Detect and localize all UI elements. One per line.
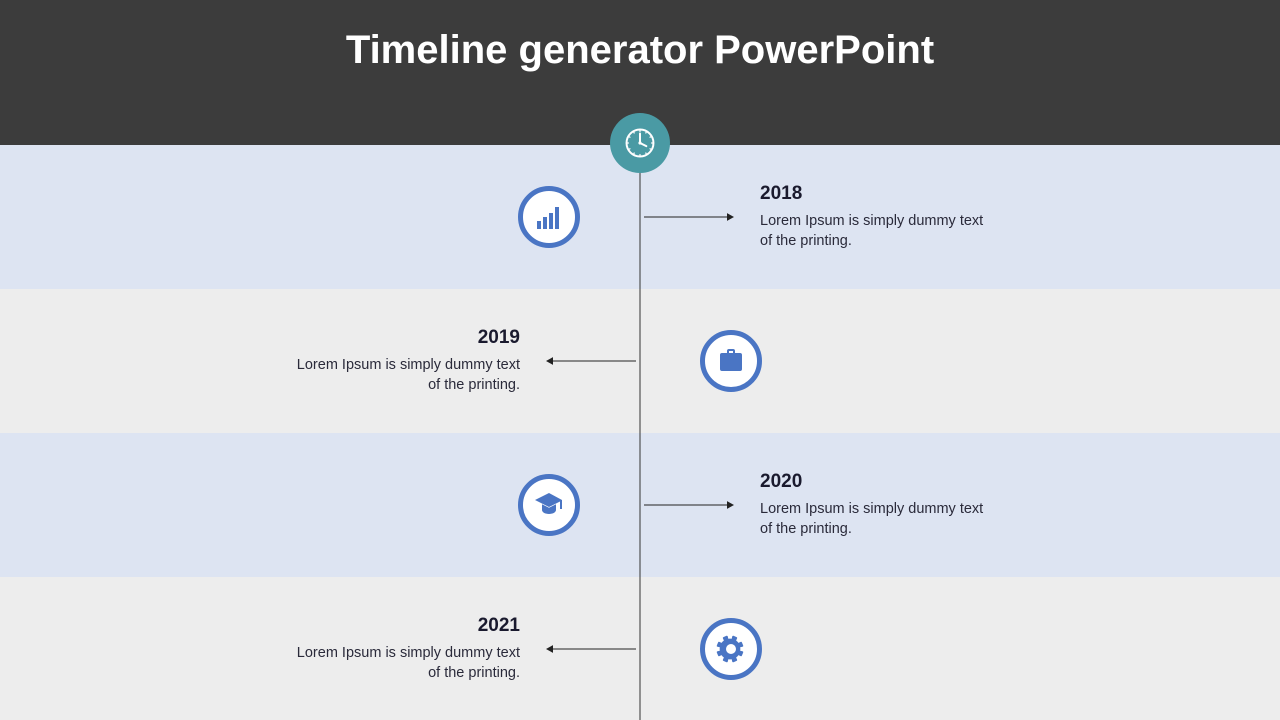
timeline-text: 2021 Lorem Ipsum is simply dummy text of … <box>290 615 520 684</box>
arrow-left <box>546 354 636 368</box>
timeline-year: 2019 <box>290 327 520 349</box>
timeline-year: 2021 <box>290 615 520 637</box>
arrow-left <box>546 642 636 656</box>
clock-icon <box>610 113 670 173</box>
timeline-row: 2021 Lorem Ipsum is simply dummy text of … <box>0 577 1280 720</box>
timeline-row: 2019 Lorem Ipsum is simply dummy text of … <box>0 289 1280 433</box>
timeline-text: 2018 Lorem Ipsum is simply dummy text of … <box>760 183 990 252</box>
arrow-right <box>644 210 734 224</box>
arrow-right <box>644 498 734 512</box>
timeline-rows: 2018 Lorem Ipsum is simply dummy text of … <box>0 145 1280 720</box>
timeline-desc: Lorem Ipsum is simply dummy text of the … <box>290 355 520 396</box>
timeline-text: 2020 Lorem Ipsum is simply dummy text of … <box>760 471 990 540</box>
timeline-desc: Lorem Ipsum is simply dummy text of the … <box>290 643 520 684</box>
gear-icon <box>700 618 762 680</box>
timeline-text: 2019 Lorem Ipsum is simply dummy text of … <box>290 327 520 396</box>
page-title: Timeline generator PowerPoint <box>0 28 1280 73</box>
briefcase-icon <box>700 330 762 392</box>
timeline-desc: Lorem Ipsum is simply dummy text of the … <box>760 499 990 540</box>
timeline-year: 2018 <box>760 183 990 205</box>
chart-icon <box>518 186 580 248</box>
timeline-year: 2020 <box>760 471 990 493</box>
timeline-desc: Lorem Ipsum is simply dummy text of the … <box>760 211 990 252</box>
timeline-row: 2020 Lorem Ipsum is simply dummy text of … <box>0 433 1280 577</box>
gradcap-icon <box>518 474 580 536</box>
